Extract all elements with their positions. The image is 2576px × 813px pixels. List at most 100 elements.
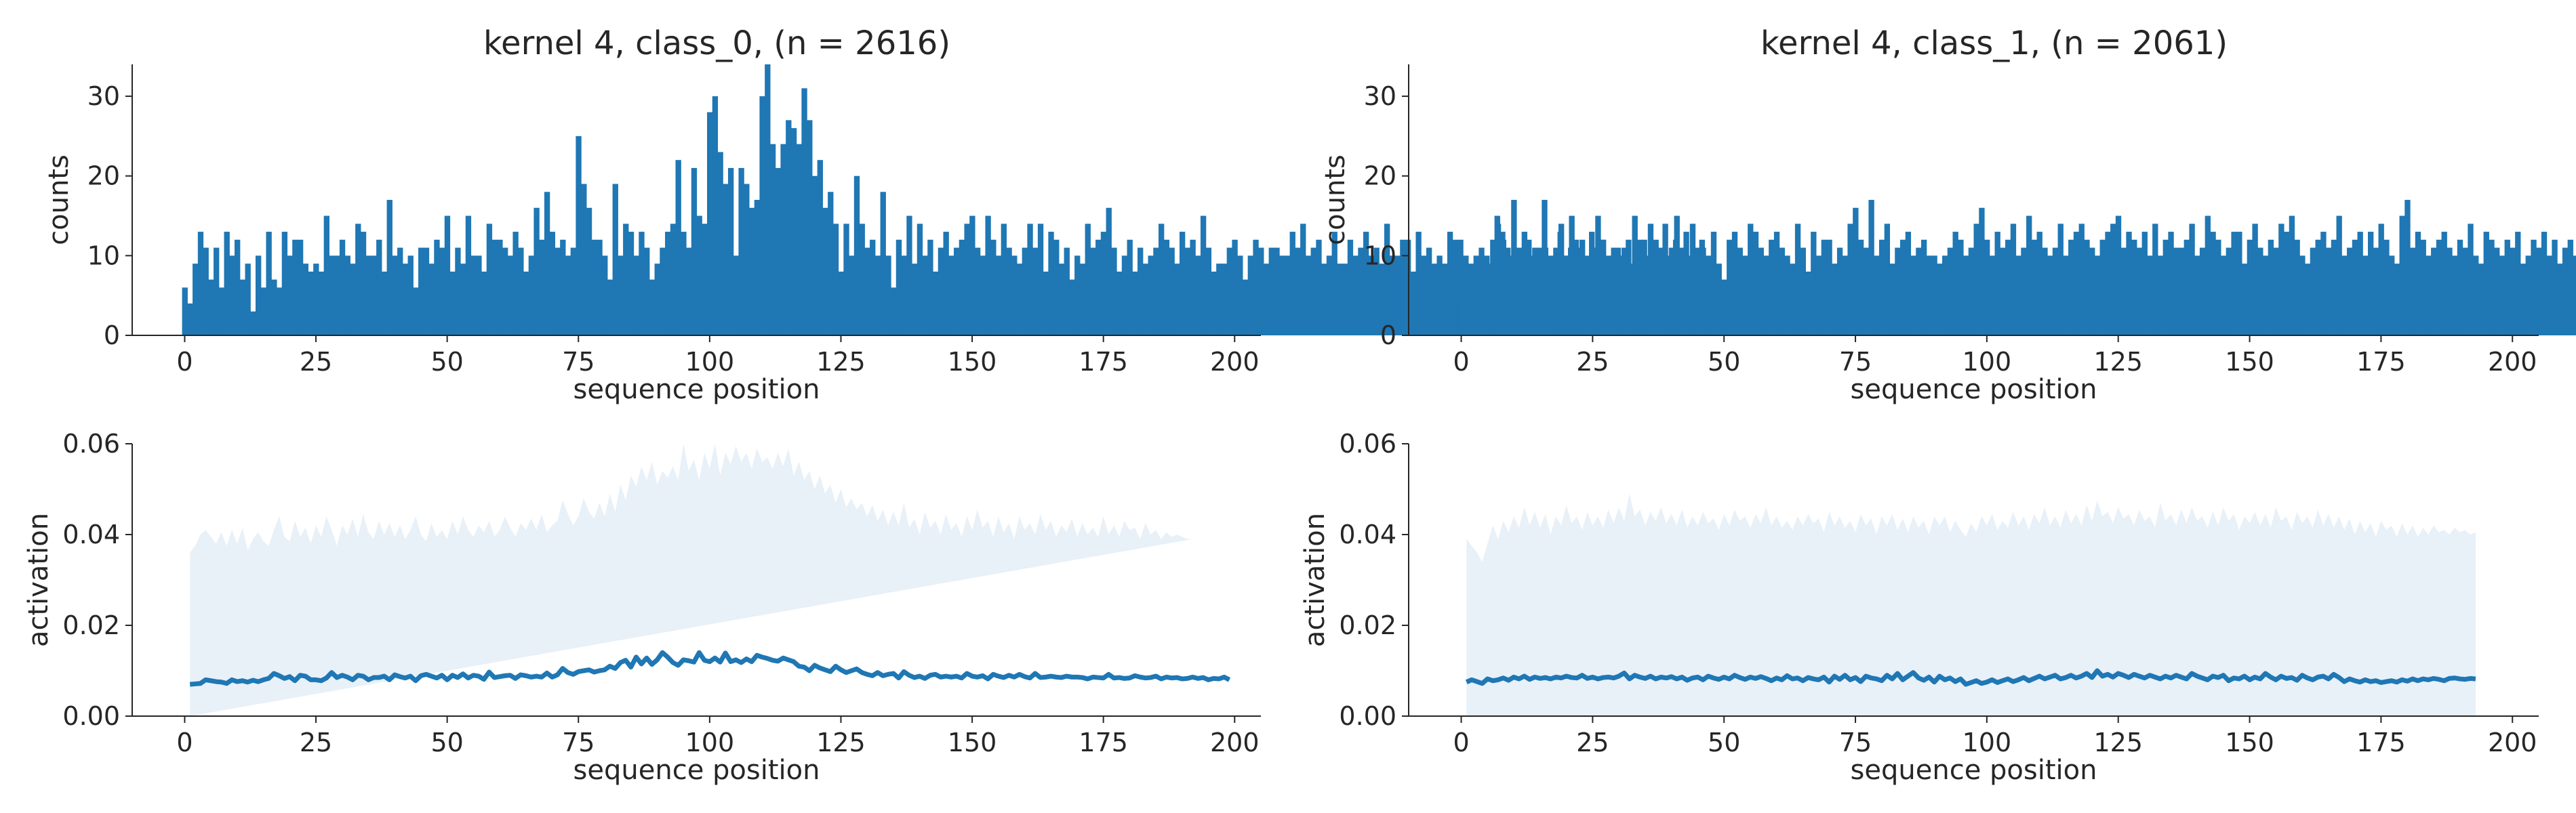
bar — [1826, 239, 1832, 335]
x-tick-label: 150 — [948, 728, 997, 757]
bar — [1558, 224, 1565, 335]
bar — [1394, 255, 1401, 335]
bar — [1410, 271, 1417, 335]
bar — [1579, 239, 1586, 335]
bar — [1926, 255, 1933, 335]
bar — [974, 247, 981, 335]
x-tick-label: 75 — [1839, 728, 1872, 757]
bar — [1300, 224, 1306, 335]
bar — [1237, 255, 1243, 335]
bar — [481, 271, 487, 335]
bar — [1490, 239, 1496, 335]
bar — [1664, 264, 1670, 335]
bar — [2320, 232, 2327, 335]
y-tick-label: 20 — [1364, 161, 1396, 191]
bar — [1127, 239, 1133, 335]
bar — [528, 255, 535, 335]
bar — [1043, 271, 1049, 335]
bar — [2026, 215, 2032, 335]
bar — [1085, 224, 1091, 335]
bar — [1148, 255, 1154, 335]
bar — [1910, 255, 1916, 335]
bar — [1263, 264, 1270, 335]
bar — [1326, 255, 1333, 335]
bar — [874, 255, 881, 335]
bar — [1495, 224, 1502, 335]
bar — [586, 207, 592, 335]
bar — [2546, 255, 2552, 335]
bar — [2341, 255, 2348, 335]
bar — [786, 120, 792, 335]
bar — [1247, 255, 1253, 335]
bar — [1368, 255, 1375, 335]
bar — [318, 271, 325, 335]
bar — [2520, 264, 2527, 335]
bar — [1920, 239, 1927, 335]
bar — [2557, 264, 2563, 335]
y-tick-label: 0.02 — [62, 610, 120, 640]
bar — [1805, 271, 1811, 335]
y-tick-label: 10 — [1364, 241, 1396, 270]
bar — [1700, 247, 1706, 335]
bar — [460, 264, 466, 335]
bar — [2115, 215, 2122, 335]
bar — [880, 192, 886, 335]
bar — [581, 184, 587, 335]
bar — [245, 264, 251, 335]
bar — [817, 160, 823, 335]
bar — [2357, 232, 2363, 335]
y-tick-label: 10 — [87, 241, 120, 270]
bar — [1794, 224, 1801, 335]
bar — [980, 255, 986, 335]
bar — [990, 239, 997, 335]
bar — [1874, 255, 1880, 335]
bar — [623, 224, 629, 335]
bar — [891, 287, 897, 335]
bar — [660, 247, 666, 335]
y-tick-label: 30 — [87, 81, 120, 111]
y-tick-label: 0 — [104, 320, 120, 350]
bar — [302, 264, 309, 335]
bar — [2110, 224, 2116, 335]
bar — [1190, 239, 1196, 335]
bar — [1216, 264, 1222, 335]
bar — [376, 239, 382, 335]
bar — [1138, 247, 1144, 335]
bar — [1899, 239, 1906, 335]
bar — [2567, 239, 2573, 335]
bar — [507, 255, 514, 335]
bar — [1752, 232, 1759, 335]
bar — [759, 96, 765, 335]
bar — [444, 215, 451, 335]
x-tick-label: 25 — [300, 728, 332, 757]
bar — [1232, 239, 1238, 335]
bar — [276, 287, 283, 335]
bar — [2015, 255, 2021, 335]
bar — [2552, 239, 2558, 335]
bar — [1658, 255, 1664, 335]
bar — [214, 247, 220, 335]
bar — [706, 112, 713, 335]
bar — [628, 232, 635, 335]
bar — [428, 264, 435, 335]
bar — [2415, 232, 2421, 335]
bar — [2404, 200, 2411, 335]
bar — [1037, 224, 1044, 335]
bar — [2362, 255, 2369, 335]
bar — [1352, 255, 1359, 335]
bar — [308, 271, 314, 335]
bar — [555, 247, 561, 335]
bar — [2199, 247, 2206, 335]
bar — [271, 279, 277, 335]
x-tick-label: 50 — [430, 728, 463, 757]
bar — [1200, 215, 1207, 335]
bar — [476, 255, 482, 335]
bar — [1452, 239, 1458, 335]
bar — [591, 239, 597, 335]
bar — [2283, 232, 2290, 335]
bar — [2073, 232, 2080, 335]
bar — [392, 255, 398, 335]
x-tick-label: 125 — [2093, 347, 2143, 377]
bar — [602, 255, 608, 335]
bar — [1011, 255, 1018, 335]
